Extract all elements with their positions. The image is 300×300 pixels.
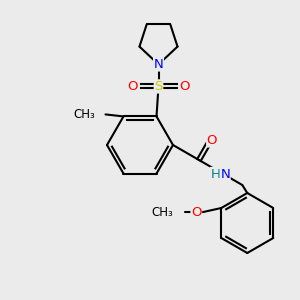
Text: O: O <box>127 80 138 93</box>
Text: N: N <box>154 58 164 71</box>
Text: CH₃: CH₃ <box>74 108 95 121</box>
Text: O: O <box>207 134 217 147</box>
Text: N: N <box>220 167 230 181</box>
Text: O: O <box>179 80 190 93</box>
Text: CH₃: CH₃ <box>152 206 173 218</box>
Text: O: O <box>191 206 202 218</box>
Text: S: S <box>154 80 163 93</box>
Text: H: H <box>210 167 220 181</box>
